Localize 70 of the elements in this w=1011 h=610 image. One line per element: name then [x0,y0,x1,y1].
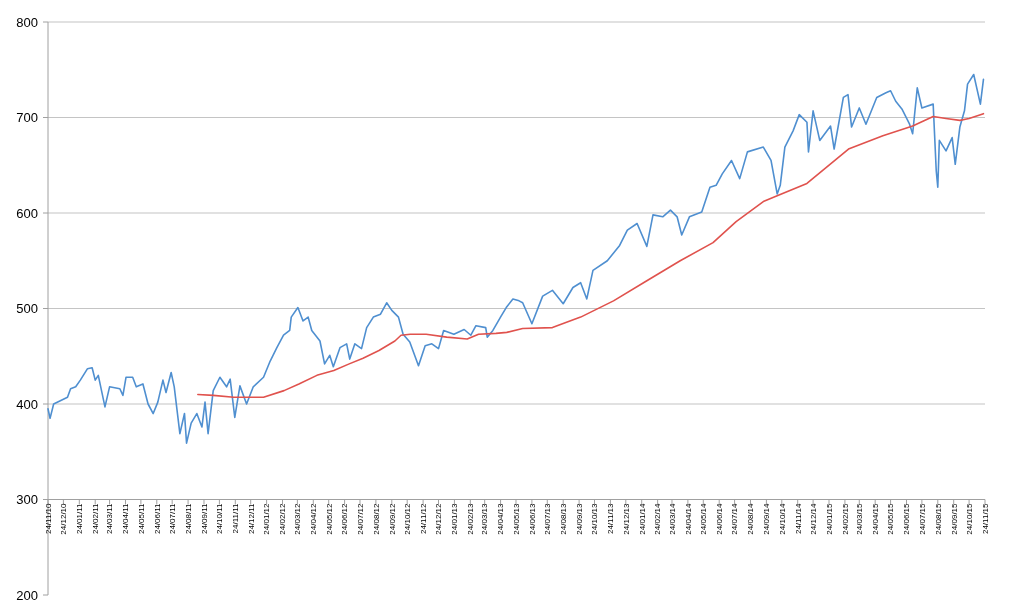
x-tick-label: 24/04/11 [121,502,131,535]
x-tick-label: 24/02/12 [278,502,288,535]
x-tick-label: 24/01/15 [824,502,834,535]
x-tick-label: 24/01/14 [637,502,647,535]
x-tick-label: 24/06/12 [340,502,350,535]
x-tick-label: 24/08/14 [746,502,756,535]
x-tick-label: 24/09/12 [387,502,397,535]
x-tick-label: 24/02/13 [466,502,476,535]
x-tick-label: 24/01/13 [450,502,460,535]
x-tick-label: 24/09/13 [574,502,584,535]
x-tick-label: 24/04/15 [870,502,880,535]
x-tick-label: 24/05/15 [886,502,896,535]
x-tick-label: 24/05/11 [136,502,146,535]
x-tick-label: 24/06/14 [714,502,724,535]
x-tick-label: 24/12/11 [246,502,256,535]
x-tick-label: 24/03/12 [293,502,303,535]
x-tick-label: 24/09/15 [949,502,959,535]
x-tick-label: 24/11/13 [606,502,616,535]
x-tick-label: 24/03/13 [480,502,490,535]
line-series [47,73,985,444]
x-tick-label: 24/10/11 [215,502,225,535]
y-tick-label: 500 [16,301,38,317]
y-tick-label: 800 [16,14,38,30]
x-tick-label: 24/11/10 [43,502,53,535]
x-tick-label: 24/07/15 [917,502,927,535]
y-tick-label: 400 [16,396,38,412]
x-tick-label: 24/02/14 [653,502,663,535]
y-tick-label: 600 [16,205,38,221]
x-tick-label: 24/07/13 [543,502,553,535]
x-tick-label: 24/12/10 [59,502,69,535]
x-tick-label: 24/01/11 [75,502,85,535]
x-tick-label: 24/05/13 [511,502,521,535]
x-tick-label: 24/04/13 [496,502,506,535]
x-tick-label: 24/03/15 [855,502,865,535]
x-tick-label: 24/06/13 [527,502,537,535]
x-tick-label: 24/02/15 [840,502,850,535]
x-tick-label: 24/11/14 [793,502,803,535]
x-tick-label: 24/10/14 [777,502,787,535]
x-tick-label: 24/08/13 [559,502,568,535]
x-tick-label: 24/10/15 [964,502,974,535]
x-tick-label: 24/10/13 [590,502,600,535]
line-series [197,112,985,399]
x-tick-label: 24/06/11 [152,502,162,535]
x-tick-label: 24/11/11 [231,502,241,534]
x-tick-label: 24/07/12 [355,502,365,535]
x-tick-label: 24/10/12 [403,502,412,535]
x-tick-label: 24/05/14 [699,502,709,535]
x-tick-label: 24/09/11 [199,502,209,535]
x-tick-label: 24/03/11 [105,502,115,535]
x-tick-label: 24/11/15 [980,502,990,535]
x-tick-label: 24/02/11 [91,502,101,535]
x-tick-label: 24/04/12 [309,502,319,535]
x-tick-label: 24/05/12 [324,502,334,535]
x-tick-label: 24/08/12 [371,502,381,535]
x-tick-label: 24/01/12 [262,502,272,535]
x-tick-label: 24/11/12 [418,502,428,535]
x-tick-label: 24/08/15 [933,502,943,535]
y-tick-label: 700 [16,110,38,126]
x-tick-label: 24/12/12 [434,502,444,535]
x-tick-label: 24/03/14 [667,502,677,535]
x-tick-label: 24/09/14 [762,502,772,535]
x-tick-label: 24/12/13 [621,502,631,535]
x-tick-label: 24/07/11 [167,502,177,535]
x-tick-label: 24/07/14 [730,502,740,535]
x-tick-label: 24/04/14 [683,502,693,535]
x-tick-label: 24/06/15 [902,502,912,535]
y-tick-label: 200 [16,587,38,603]
y-tick-label: 300 [16,492,38,508]
x-tick-label: 24/08/11 [183,502,193,535]
x-tick-label: 24/12/14 [808,502,818,535]
